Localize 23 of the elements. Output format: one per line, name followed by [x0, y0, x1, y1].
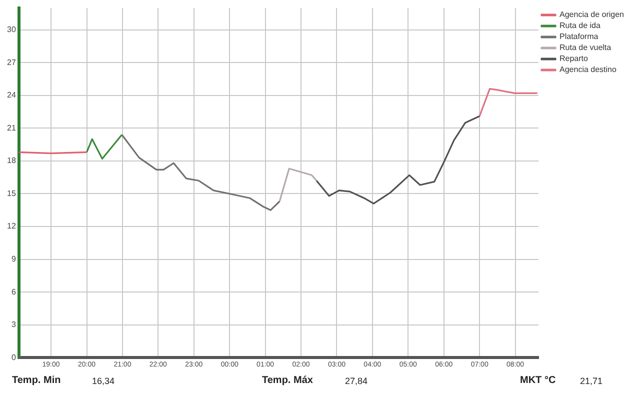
text: Temp. Máx [262, 375, 313, 386]
legend-label: Agencia de origen [560, 10, 624, 20]
text: 16,34 [92, 376, 115, 386]
y-tick-label: 0 [11, 352, 16, 362]
y-tick-label: 9 [11, 254, 16, 264]
y-tick-label: 27 [6, 58, 16, 67]
y-tick-label: 6 [11, 287, 16, 296]
text: MKT °C [520, 375, 556, 386]
y-tick-label: 24 [6, 90, 16, 100]
legend-label: Ruta de ida [560, 21, 601, 30]
legend-label: Ruta de vuelta [560, 43, 612, 52]
text: Temp. Min [12, 375, 61, 386]
legend-label: Agencia destino [560, 65, 617, 74]
legend-label: Plataforma [560, 32, 599, 42]
y-tick-label: 12 [6, 222, 16, 231]
text: 27,84 [345, 376, 368, 386]
y-tick-label: 15 [6, 188, 16, 198]
y-tick-label: 21 [6, 123, 16, 132]
y-tick-label: 18 [6, 156, 16, 166]
y-tick-label: 30 [6, 25, 16, 34]
y-tick-label: 3 [11, 320, 16, 330]
legend-label: Reparto [560, 54, 589, 64]
text: 21,71 [580, 376, 603, 386]
